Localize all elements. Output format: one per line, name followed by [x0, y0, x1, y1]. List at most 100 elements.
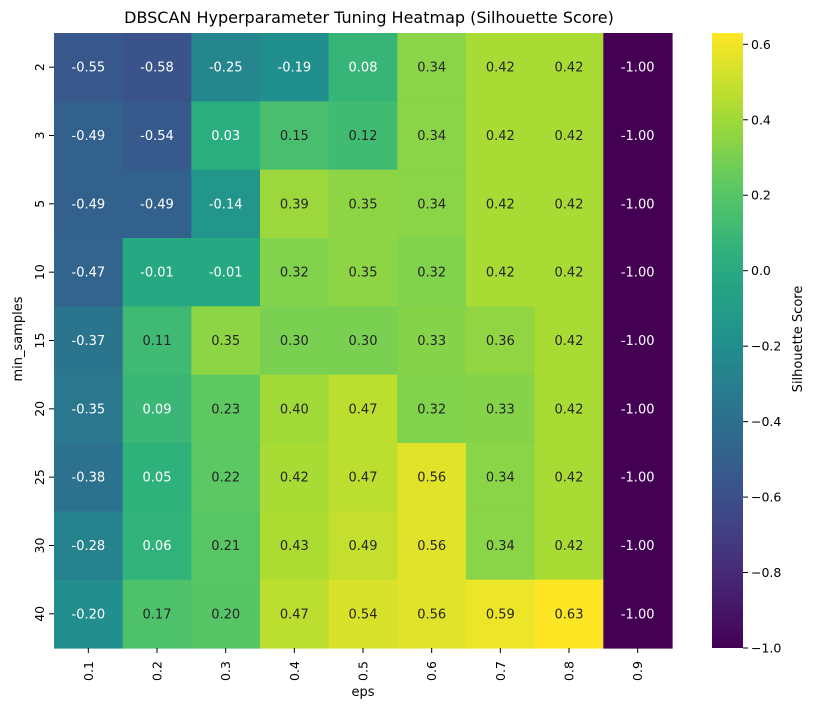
heatmap-cell [54, 511, 124, 581]
heatmap-cell [54, 579, 124, 649]
heatmap-cell [466, 169, 536, 239]
x-tick-label: 0.1 [81, 661, 96, 681]
heatmap-cell [397, 374, 467, 444]
x-tick-label: 0.7 [493, 661, 508, 681]
heatmap-cell [466, 306, 536, 376]
cell-value-label: -0.20 [72, 607, 106, 622]
cell-value-label: -0.49 [72, 197, 106, 212]
heatmap-cell [328, 374, 398, 444]
heatmap-cell [191, 306, 261, 376]
x-axis-label: eps [351, 685, 374, 700]
heatmap-cell [122, 579, 192, 649]
cell-value-label: -0.37 [72, 334, 106, 349]
cell-value-label: -1.00 [621, 402, 655, 417]
heatmap-cell [328, 238, 398, 307]
cell-value-label: 0.39 [280, 197, 309, 212]
heatmap-cell [603, 443, 673, 512]
heatmap-cell [328, 511, 398, 581]
heatmap-cell [54, 443, 124, 512]
cell-value-label: 0.06 [143, 539, 172, 554]
cell-value-label: 0.34 [486, 471, 515, 486]
cell-value-label: 0.42 [280, 471, 309, 486]
heatmap-cell [191, 33, 261, 102]
cell-value-label: -0.47 [72, 266, 106, 281]
cell-value-label: 0.42 [555, 266, 584, 281]
cell-value-label: -0.01 [209, 266, 243, 281]
cell-value-label: 0.42 [555, 402, 584, 417]
cell-value-label: 0.42 [555, 129, 584, 144]
heatmap-cell [191, 169, 261, 239]
cell-value-label: -0.54 [140, 129, 174, 144]
x-tick-label: 0.2 [150, 661, 165, 681]
x-tick-label: 0.4 [287, 661, 302, 681]
cell-value-label: -1.00 [621, 607, 655, 622]
cell-value-label: -1.00 [621, 61, 655, 76]
heatmap-cell [191, 443, 261, 512]
heatmap-cell [260, 33, 330, 102]
cell-value-label: 0.47 [280, 607, 309, 622]
colorbar-tick-label: −0.8 [751, 565, 781, 580]
cell-value-label: 0.09 [143, 402, 172, 417]
cell-value-label: 0.49 [349, 539, 378, 554]
heatmap-cell [122, 33, 192, 102]
heatmap-cell [328, 306, 398, 376]
heatmap-cell [603, 238, 673, 307]
cell-value-label: 0.30 [280, 334, 309, 349]
heatmap-cell [122, 374, 192, 444]
cell-value-label: 0.34 [486, 539, 515, 554]
cell-value-label: 0.05 [143, 471, 172, 486]
cell-value-label: 0.43 [280, 539, 309, 554]
cell-value-label: -0.55 [72, 61, 106, 76]
cell-value-label: 0.42 [486, 61, 515, 76]
heatmap-cell [328, 443, 398, 512]
heatmap-cell [54, 101, 124, 171]
heatmap-cell [466, 511, 536, 581]
colorbar-tick-label: −1.0 [751, 641, 781, 656]
x-tick-label: 0.9 [630, 661, 645, 681]
heatmap-cell [260, 579, 330, 649]
cell-value-label: 0.42 [486, 197, 515, 212]
cell-value-label: 0.47 [349, 402, 378, 417]
heatmap-cell [191, 511, 261, 581]
cell-value-label: -0.38 [72, 471, 106, 486]
colorbar-tick-label: 0.6 [751, 37, 771, 52]
cell-value-label: 0.42 [555, 539, 584, 554]
y-tick-label: 30 [32, 538, 47, 554]
cell-value-label: 0.21 [211, 539, 240, 554]
cell-value-label: 0.32 [417, 266, 446, 281]
colorbar-tick-label: 0.4 [751, 112, 771, 127]
cell-value-label: -0.14 [209, 197, 243, 212]
x-tick-label: 0.3 [218, 661, 233, 681]
cell-value-label: 0.42 [555, 471, 584, 486]
cell-value-label: 0.54 [349, 607, 378, 622]
cell-value-label: 0.40 [280, 402, 309, 417]
heatmap-cell [466, 101, 536, 171]
y-tick-label: 25 [32, 469, 47, 485]
heatmap-cell [397, 511, 467, 581]
cell-value-label: 0.34 [417, 61, 446, 76]
x-tick-label: 0.5 [356, 661, 371, 681]
cell-value-label: 0.59 [486, 607, 515, 622]
heatmap-cell [397, 443, 467, 512]
cell-value-label: -0.58 [140, 61, 174, 76]
heatmap-cell [122, 511, 192, 581]
heatmap-cells: -0.55 -0.58 -0.25 -0.19 0.08 0.34 0.42 0.42 -1.0… [54, 33, 673, 649]
cell-value-label: 0.30 [349, 334, 378, 349]
y-axis: 2 3 5 10 15 20 25 30 40 [32, 63, 54, 622]
x-tick-label: 0.6 [424, 661, 439, 681]
cell-value-label: 0.63 [555, 607, 584, 622]
y-tick-label: 5 [32, 200, 47, 208]
heatmap-cell [54, 33, 124, 102]
cell-value-label: 0.33 [417, 334, 446, 349]
cell-value-label: 0.42 [486, 129, 515, 144]
heatmap-cell [603, 33, 673, 102]
cell-value-label: 0.22 [211, 471, 240, 486]
colorbar-tick-label: −0.2 [751, 339, 781, 354]
heatmap-cell [466, 33, 536, 102]
x-tick-label: 0.8 [562, 661, 577, 681]
cell-value-label: 0.34 [417, 129, 446, 144]
heatmap-cell [466, 238, 536, 307]
heatmap-cell [260, 101, 330, 171]
cell-value-label: -0.25 [209, 61, 243, 76]
heatmap-cell [397, 101, 467, 171]
